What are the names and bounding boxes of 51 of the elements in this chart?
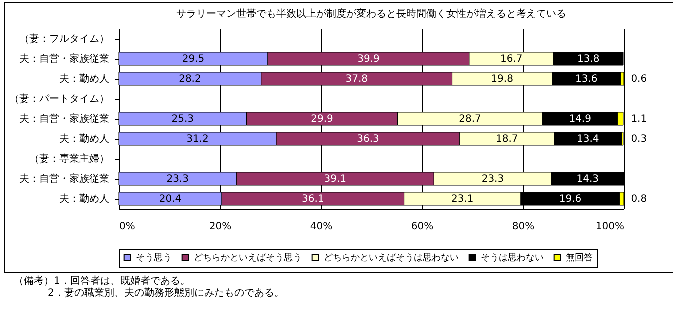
text: 2．妻の職業別、夫の勤務形態別にみたものである。: [47, 288, 286, 300]
y-tick-label: 夫：自営・家族従業: [20, 53, 110, 65]
data-label: 0.8: [631, 194, 648, 205]
data-label: 19.6: [559, 194, 582, 205]
y-tick-label: （妻：専業主婦）: [30, 153, 110, 165]
data-label: 13.4: [577, 134, 600, 145]
legend-label: そう思う: [136, 252, 172, 264]
text: （備考）1．回答者は、既婚者である。: [14, 276, 192, 288]
data-label: 36.3: [357, 134, 380, 145]
legend-label: どちらかといえばそう思う: [194, 252, 302, 264]
data-label: 14.3: [576, 174, 600, 185]
data-label: 25.3: [172, 114, 194, 125]
data-label: 23.1: [452, 194, 474, 205]
x-tick-label: 20%: [209, 222, 232, 232]
data-label: 28.7: [459, 114, 482, 125]
y-tick-label: 夫：自営・家族従業: [20, 173, 110, 185]
data-label: 28.2: [179, 74, 202, 85]
data-label: 39.1: [324, 174, 347, 185]
y-tick-label: （妻：パートタイム）: [10, 93, 110, 105]
x-tick-label: 80%: [512, 222, 535, 232]
data-label: 13.8: [578, 54, 600, 65]
data-label: 29.9: [311, 114, 334, 125]
data-label: 18.7: [496, 134, 518, 145]
data-label: 37.8: [346, 74, 368, 85]
data-label: 19.8: [491, 74, 514, 85]
data-label: 23.3: [482, 174, 504, 185]
data-label: 14.9: [569, 114, 592, 125]
y-tick-label: 夫：勤め人: [60, 73, 110, 85]
data-label: 13.6: [575, 74, 598, 85]
y-tick-label: 夫：勤め人: [60, 193, 110, 205]
x-tick-label: 100%: [596, 222, 624, 232]
data-label: 29.5: [182, 54, 205, 65]
data-label: 16.7: [500, 54, 523, 65]
y-tick-label: 夫：勤め人: [60, 133, 110, 145]
x-tick-label: 40%: [310, 222, 333, 232]
data-label: 0.3: [631, 134, 648, 145]
data-label: 36.1: [302, 194, 324, 205]
y-tick-label: 夫：自営・家族従業: [20, 113, 110, 125]
data-label: 39.9: [358, 54, 380, 65]
data-label: 1.1: [631, 114, 648, 125]
data-label: 23.3: [166, 174, 189, 185]
legend-label: どちらかといえばそうは思わない: [324, 252, 459, 264]
data-label: 31.2: [186, 134, 209, 145]
data-label: 20.4: [159, 194, 182, 205]
x-tick-label: 60%: [411, 222, 434, 232]
y-tick-label: （妻：フルタイム）: [20, 33, 110, 45]
legend-label: そうは思わない: [481, 252, 544, 264]
x-tick-label: 0%: [120, 222, 136, 232]
legend-label: 無回答: [566, 252, 593, 264]
data-label: 0.6: [631, 74, 648, 85]
chart-title: サラリーマン世帯でも半数以上が制度が変わると長時間働く女性が増えると考えている: [176, 8, 566, 20]
